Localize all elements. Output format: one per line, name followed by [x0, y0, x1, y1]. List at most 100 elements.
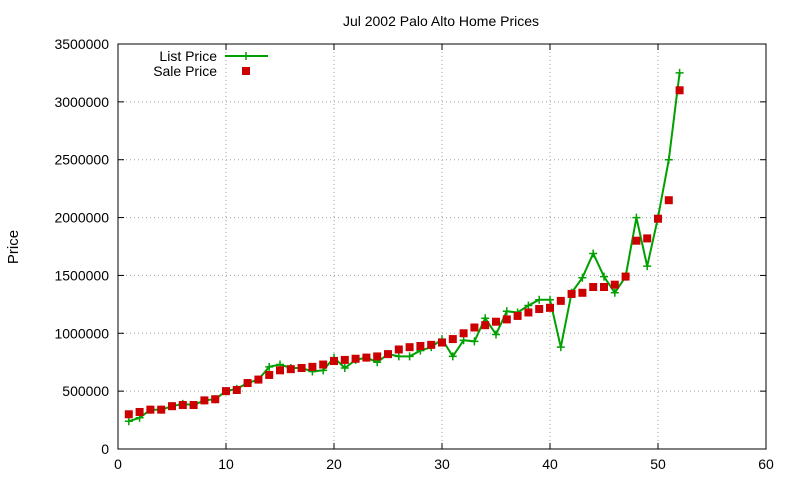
y-tick-label: 2000000: [54, 210, 109, 226]
sale-price-point: [567, 289, 576, 298]
x-tick-label: 40: [542, 456, 558, 472]
sale-price-point: [556, 296, 565, 305]
sale-price-point: [546, 303, 554, 312]
x-tick-label: 30: [434, 456, 450, 472]
axis-ticks: 0 10 20 30 40 50 60 0 500000 1000000 1500000 200000…: [54, 36, 774, 472]
list-price-point: [448, 352, 457, 361]
sale-price-point: [157, 405, 166, 414]
y-tick-label: 500000: [62, 383, 109, 399]
sale-price-point: [297, 364, 306, 372]
sale-price-point: [330, 357, 338, 366]
sale-price-point: [200, 396, 209, 405]
sale-price-point: [416, 342, 425, 351]
sale-price-point: [427, 340, 436, 349]
sale-price-point: [211, 395, 220, 404]
sale-price-point: [632, 236, 641, 245]
sale-price-point: [578, 288, 587, 297]
chart-title: Jul 2002 Palo Alto Home Prices: [343, 13, 539, 29]
sale-price-point: [675, 86, 684, 95]
list-price-point: [394, 352, 403, 361]
list-price-point: [340, 364, 349, 372]
y-tick-label: 2500000: [54, 152, 109, 168]
sale-price-point: [524, 308, 533, 317]
list-price-point: [643, 262, 652, 271]
sale-price-point: [135, 407, 144, 416]
y-tick-label: 0: [101, 441, 109, 457]
sale-price-point: [276, 366, 284, 375]
list-price-point: [492, 330, 500, 339]
sale-price-point: [373, 352, 382, 361]
list-price-point: [124, 417, 133, 426]
sale-price-point: [405, 343, 414, 352]
list-price-point: [632, 213, 641, 222]
y-tick-label: 3000000: [54, 94, 109, 110]
sale-price-point: [351, 354, 360, 363]
list-price-point: [481, 314, 490, 323]
sale-price-point: [286, 365, 295, 374]
list-price-point: [265, 362, 274, 371]
sale-price-point: [664, 196, 673, 205]
sale-price-point: [438, 338, 446, 347]
grid: [118, 44, 766, 449]
y-tick-label: 1500000: [54, 267, 109, 283]
sale-price-point: [243, 379, 252, 388]
sale-price-point: [189, 401, 198, 410]
sale-price-point: [654, 214, 662, 223]
sale-price-point: [600, 283, 608, 291]
legend-marker-list-price: [242, 52, 250, 60]
sale-price-point: [470, 323, 479, 332]
sale-price-point: [362, 353, 371, 362]
y-tick-label: 3500000: [54, 36, 109, 52]
plot-area: [124, 68, 684, 426]
legend: List Price Sale Price: [153, 48, 268, 79]
legend-label-sale-price: Sale Price: [153, 63, 217, 79]
sale-price-point: [178, 401, 187, 410]
sale-price-point: [394, 345, 403, 354]
list-price-point: [524, 301, 533, 310]
sale-price-point: [340, 355, 349, 364]
list-price-point: [459, 336, 468, 345]
sale-price-point: [222, 387, 230, 396]
sale-price-point: [481, 321, 490, 330]
x-tick-label: 20: [326, 456, 342, 472]
sale-price-point: [535, 304, 544, 313]
list-price-point: [556, 343, 565, 352]
list-price-point: [470, 337, 479, 346]
x-tick-label: 0: [114, 456, 122, 472]
x-tick-label: 60: [758, 456, 774, 472]
sale-price-point: [124, 410, 133, 419]
sale-price-point: [448, 335, 457, 344]
legend-swatch-sale-price: [242, 67, 250, 75]
sale-price-point: [384, 350, 392, 359]
list-price-point: [578, 273, 587, 282]
list-price-point: [600, 272, 608, 281]
sale-price-point: [610, 280, 619, 289]
sale-price-point: [492, 317, 500, 326]
list-price-point: [546, 295, 554, 304]
x-tick-label: 50: [650, 456, 666, 472]
sale-price-point: [254, 375, 263, 384]
sale-price-point: [589, 283, 598, 291]
sale-price-point: [232, 385, 241, 394]
list-price-line: [128, 72, 681, 423]
list-price-point: [589, 249, 598, 258]
list-price-point: [664, 155, 673, 164]
list-price-point: [610, 288, 619, 297]
sale-price-point: [265, 370, 274, 379]
sale-price-point: [308, 362, 317, 371]
list-price-point: [675, 68, 684, 77]
list-price-point: [535, 295, 544, 304]
x-tick-label: 10: [218, 456, 234, 472]
sale-price-point: [168, 402, 176, 411]
sale-price-point: [621, 272, 630, 281]
sale-price-point: [459, 329, 468, 338]
sale-price-point: [513, 311, 522, 320]
legend-label-list-price: List Price: [159, 48, 217, 64]
sale-price-point: [319, 360, 328, 369]
list-price-point: [502, 307, 511, 316]
y-tick-label: 1000000: [54, 325, 109, 341]
sale-price-point: [502, 315, 511, 324]
list-price-point: [405, 352, 414, 361]
sale-price-point: [146, 405, 155, 414]
